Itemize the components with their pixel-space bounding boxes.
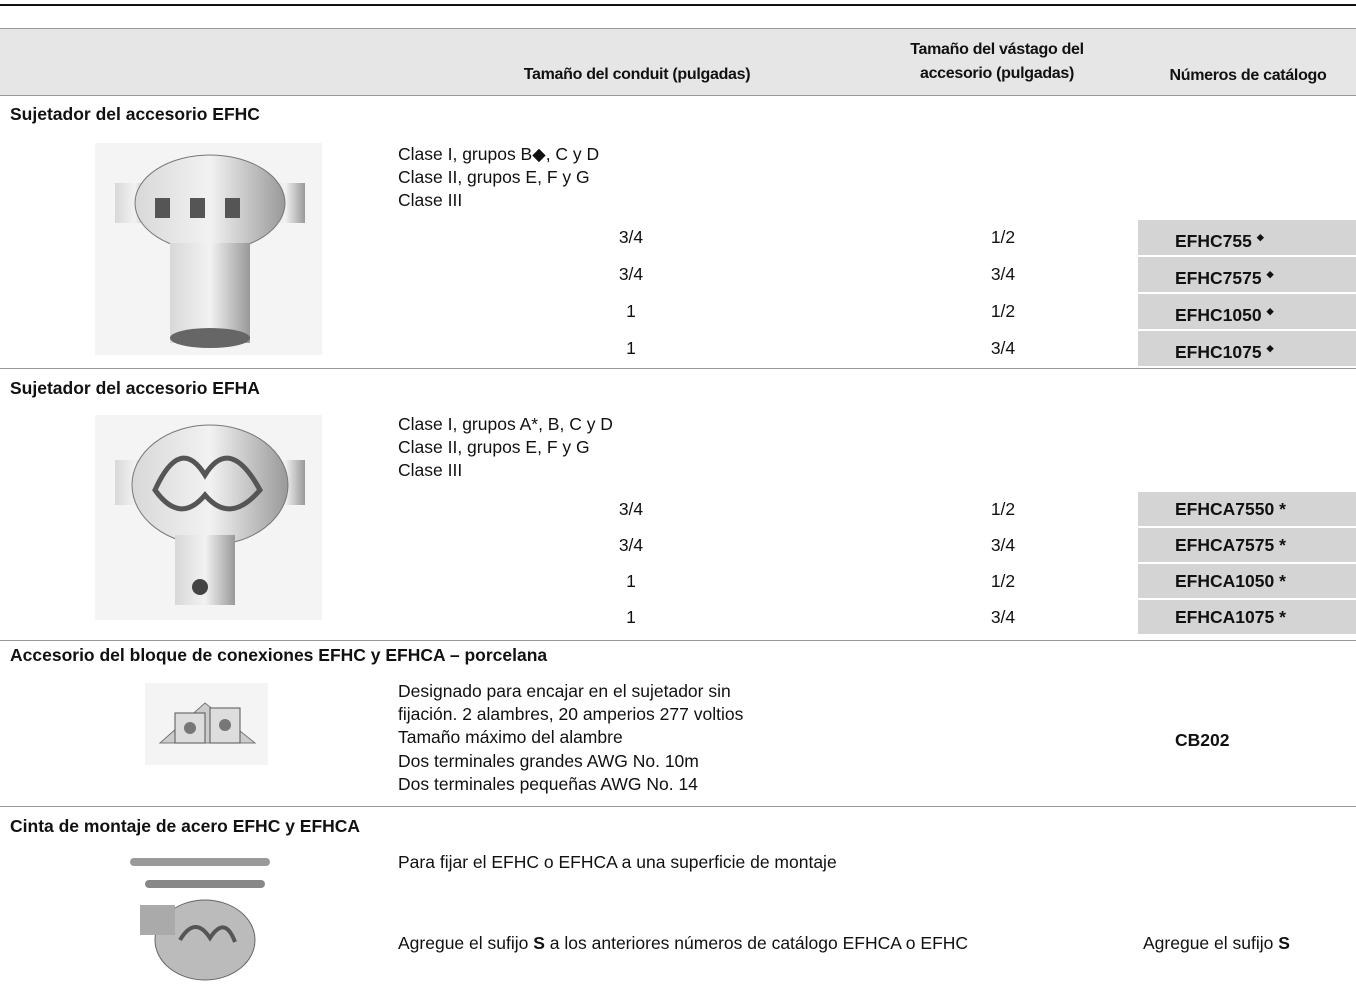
catalog-number: EFHCA7550 * [1175,498,1286,521]
catalog-cell [1138,564,1356,598]
stem-size: 3/4 [990,535,1016,555]
catalog-number: EFHC1075 ◆ [1175,337,1274,364]
note-line: Agregue el sufijo S [1143,932,1290,955]
catalog-mark: ◆ [1256,232,1264,242]
catalog-number: EFHC755 ◆ [1175,226,1264,253]
product-image [120,850,280,990]
stem-size: 3/4 [990,338,1016,358]
stem-size: 1/2 [990,499,1016,519]
description-line: Tamaño máximo del alambre [398,727,623,748]
description-line: Clase I, grupos A*, B, C y D [398,414,613,434]
conduit-size: 1 [626,301,636,321]
rule [0,95,1356,96]
header-catalog: Números de catálogo [1169,67,1327,84]
conduit-size: 1 [626,607,636,627]
description-line: Clase I, grupos B◆, C y D [398,144,600,164]
note-part: S [533,933,545,953]
header-stem: accesorio (pulgadas) [919,65,1075,82]
note-part: Agregue el sufijo [398,933,534,953]
conduit-size: 3/4 [618,227,644,247]
catalog-cell [1138,256,1356,292]
catalog-cell [1138,528,1356,562]
catalog-cell [1138,492,1356,526]
product-image [95,143,322,355]
description-line: Clase II, grupos E, F y G [398,437,590,458]
top-rule [0,4,1356,6]
stem-size: 1/2 [990,227,1016,247]
section-title: Cinta de montaje de acero EFHC y EFHCA [10,816,361,836]
description-line: Clase III [398,190,463,211]
section-title: Accesorio del bloque de conexiones EFHC … [10,645,548,665]
description-line: Para fijar el EFHC o EFHCA a una superfi… [398,852,837,872]
description-line: Clase III [398,460,463,481]
conduit-size: 1 [626,571,636,591]
catalog-text: EFHCA7550 * [1175,499,1286,519]
catalog-mark: ◆ [1266,269,1274,279]
catalog-number: EFHC7575 ◆ [1175,263,1274,290]
section-title: Sujetador del accesorio EFHA [10,378,260,398]
catalog-cell [1138,293,1356,329]
note-line: Agregue el sufijo S a los anteriores núm… [398,932,968,955]
description-line: Designado para encajar en el sujetador s… [398,681,731,701]
catalog-number: CB202 [1175,730,1230,750]
catalog-mark: ◆ [1266,306,1274,316]
catalog-text: EFHCA1050 * [1175,571,1286,591]
header-conduit: Tamaño del conduit (pulgadas) [523,66,751,83]
conduit-size: 3/4 [618,264,644,284]
catalog-cell [1138,330,1356,366]
catalog-number: EFHCA1075 * [1175,606,1286,629]
catalog-mark: ◆ [1266,343,1274,353]
catalog-cell [1138,219,1356,255]
catalog-number: EFHC1050 ◆ [1175,300,1274,327]
description-line: Clase II, grupos E, F y G [398,167,590,188]
section-title: Sujetador del accesorio EFHC [10,104,260,124]
header-band [0,28,1356,96]
stem-size: 3/4 [990,607,1016,627]
catalog-text: EFHC1050 [1175,304,1262,325]
conduit-size: 3/4 [618,535,644,555]
description-line: Dos terminales pequeñas AWG No. 14 [398,773,698,794]
conduit-size: 1 [626,338,636,358]
description-line: fijación. 2 alambres, 20 amperios 277 vo… [398,704,744,725]
catalog-text: EFHC1075 [1175,341,1262,362]
catalog-number: EFHCA7575 * [1175,534,1286,557]
catalog-text: EFHCA1075 * [1175,607,1286,627]
rule [0,640,1356,641]
note-part: S [1278,933,1290,953]
product-image [145,683,268,765]
catalog-number: EFHCA1050 * [1175,570,1286,593]
catalog-text: EFHC755 [1175,230,1252,251]
rule [0,806,1356,807]
rule [0,368,1356,369]
stem-size: 1/2 [990,301,1016,321]
note-part: Agregue el sufijo [1143,933,1279,953]
note-part: a los anteriores números de catálogo EFH… [544,933,969,953]
catalog-text: EFHC7575 [1175,267,1262,288]
catalog-text: EFHCA7575 * [1175,535,1286,555]
conduit-size: 3/4 [618,499,644,519]
stem-size: 3/4 [990,264,1016,284]
catalog-cell [1138,600,1356,634]
description-line: Dos terminales grandes AWG No. 10m [398,750,699,771]
product-image [95,415,322,620]
stem-size: 1/2 [990,571,1016,591]
header-stem: Tamaño del vástago del [910,41,1084,58]
